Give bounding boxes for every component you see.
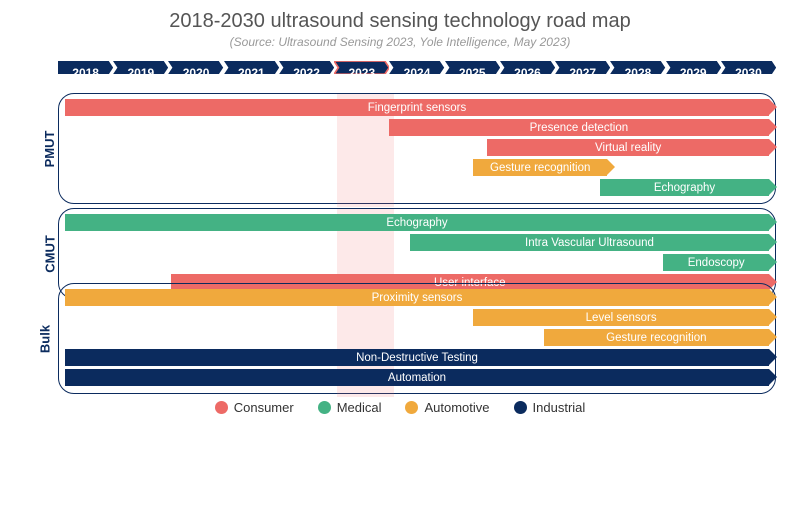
- arrow-head-icon: [769, 234, 777, 250]
- year-timeline: 2018 2019 2020 2021 2022 2023 2024 2025: [58, 61, 776, 85]
- legend-item-medical: Medical: [318, 400, 382, 415]
- legend-label: Medical: [337, 400, 382, 415]
- legend-dot-icon: [318, 401, 331, 414]
- arrow-head-icon: [769, 179, 777, 195]
- bar-row: Automation: [65, 369, 769, 388]
- roadmap-bar: Gesture recognition: [544, 329, 769, 346]
- roadmap-bar: Echography: [600, 179, 769, 196]
- arrow-head-icon: [769, 289, 777, 305]
- year-2027: 2027: [555, 61, 610, 85]
- bar-row: Fingerprint sensors: [65, 99, 769, 118]
- bar-row: Presence detection: [65, 119, 769, 138]
- legend-dot-icon: [215, 401, 228, 414]
- legend-label: Automotive: [424, 400, 489, 415]
- legend-dot-icon: [405, 401, 418, 414]
- roadmap-bar: Gesture recognition: [473, 159, 607, 176]
- bar-row: Virtual reality: [65, 139, 769, 158]
- year-2030: 2030: [721, 61, 776, 85]
- section-pmut: PMUTFingerprint sensorsPresence detectio…: [58, 93, 776, 204]
- legend-dot-icon: [514, 401, 527, 414]
- arrow-head-icon: [769, 309, 777, 325]
- roadmap-bar: Intra Vascular Ultrasound: [410, 234, 769, 251]
- year-2024: 2024: [389, 61, 444, 85]
- section-label-bulk: Bulk: [38, 324, 53, 352]
- roadmap-bar: Non-Destructive Testing: [65, 349, 769, 366]
- bar-row: Endoscopy: [65, 254, 769, 273]
- timeline-wrap: 2018 2019 2020 2021 2022 2023 2024 2025: [58, 61, 776, 87]
- legend-item-consumer: Consumer: [215, 400, 294, 415]
- arrow-head-icon: [769, 119, 777, 135]
- section-label-pmut: PMUT: [42, 130, 57, 167]
- roadmap-bar: Echography: [65, 214, 769, 231]
- roadmap-bar: Proximity sensors: [65, 289, 769, 306]
- bar-row: Non-Destructive Testing: [65, 349, 769, 368]
- legend-item-automotive: Automotive: [405, 400, 489, 415]
- chart-subtitle: (Source: Ultrasound Sensing 2023, Yole I…: [24, 35, 776, 49]
- year-2029: 2029: [666, 61, 721, 85]
- arrow-head-icon: [769, 99, 777, 115]
- section-label-cmut: CMUT: [42, 235, 57, 273]
- arrow-head-icon: [769, 139, 777, 155]
- roadmap-bar: Automation: [65, 369, 769, 386]
- year-2018: 2018: [58, 61, 113, 85]
- year-2023: 2023: [334, 61, 389, 85]
- roadmap-bar: Endoscopy: [663, 254, 769, 271]
- bar-row: Proximity sensors: [65, 289, 769, 308]
- arrow-head-icon: [769, 214, 777, 230]
- year-2022: 2022: [279, 61, 334, 85]
- roadmap-container: 2018-2030 ultrasound sensing technology …: [0, 0, 800, 423]
- arrow-head-icon: [607, 159, 615, 175]
- bar-row: Gesture recognition: [65, 159, 769, 178]
- chart-title: 2018-2030 ultrasound sensing technology …: [24, 10, 776, 33]
- arrow-head-icon: [769, 329, 777, 345]
- year-2028: 2028: [610, 61, 665, 85]
- bar-row: Echography: [65, 179, 769, 198]
- bar-row: Level sensors: [65, 309, 769, 328]
- arrow-head-icon: [769, 369, 777, 385]
- year-2020: 2020: [168, 61, 223, 85]
- roadmap-bar: Level sensors: [473, 309, 769, 326]
- legend-label: Consumer: [234, 400, 294, 415]
- roadmap-bar: Fingerprint sensors: [65, 99, 769, 116]
- year-2026: 2026: [500, 61, 555, 85]
- roadmap-bar: Virtual reality: [487, 139, 769, 156]
- section-bulk: BulkProximity sensorsLevel sensorsGestur…: [58, 283, 776, 394]
- year-2021: 2021: [224, 61, 279, 85]
- arrow-head-icon: [769, 254, 777, 270]
- arrow-head-icon: [769, 349, 777, 365]
- bar-row: Echography: [65, 214, 769, 233]
- bar-row: Intra Vascular Ultrasound: [65, 234, 769, 253]
- roadmap-content: PMUT Fingerprint sensors Presence detectio…: [24, 93, 776, 394]
- bar-row: Gesture recognition: [65, 329, 769, 348]
- roadmap-bar: Presence detection: [389, 119, 769, 136]
- legend-item-industrial: Industrial: [514, 400, 586, 415]
- year-2019: 2019: [113, 61, 168, 85]
- year-2025: 2025: [445, 61, 500, 85]
- legend-label: Industrial: [533, 400, 586, 415]
- legend: Consumer Medical Automotive Industrial: [24, 400, 776, 415]
